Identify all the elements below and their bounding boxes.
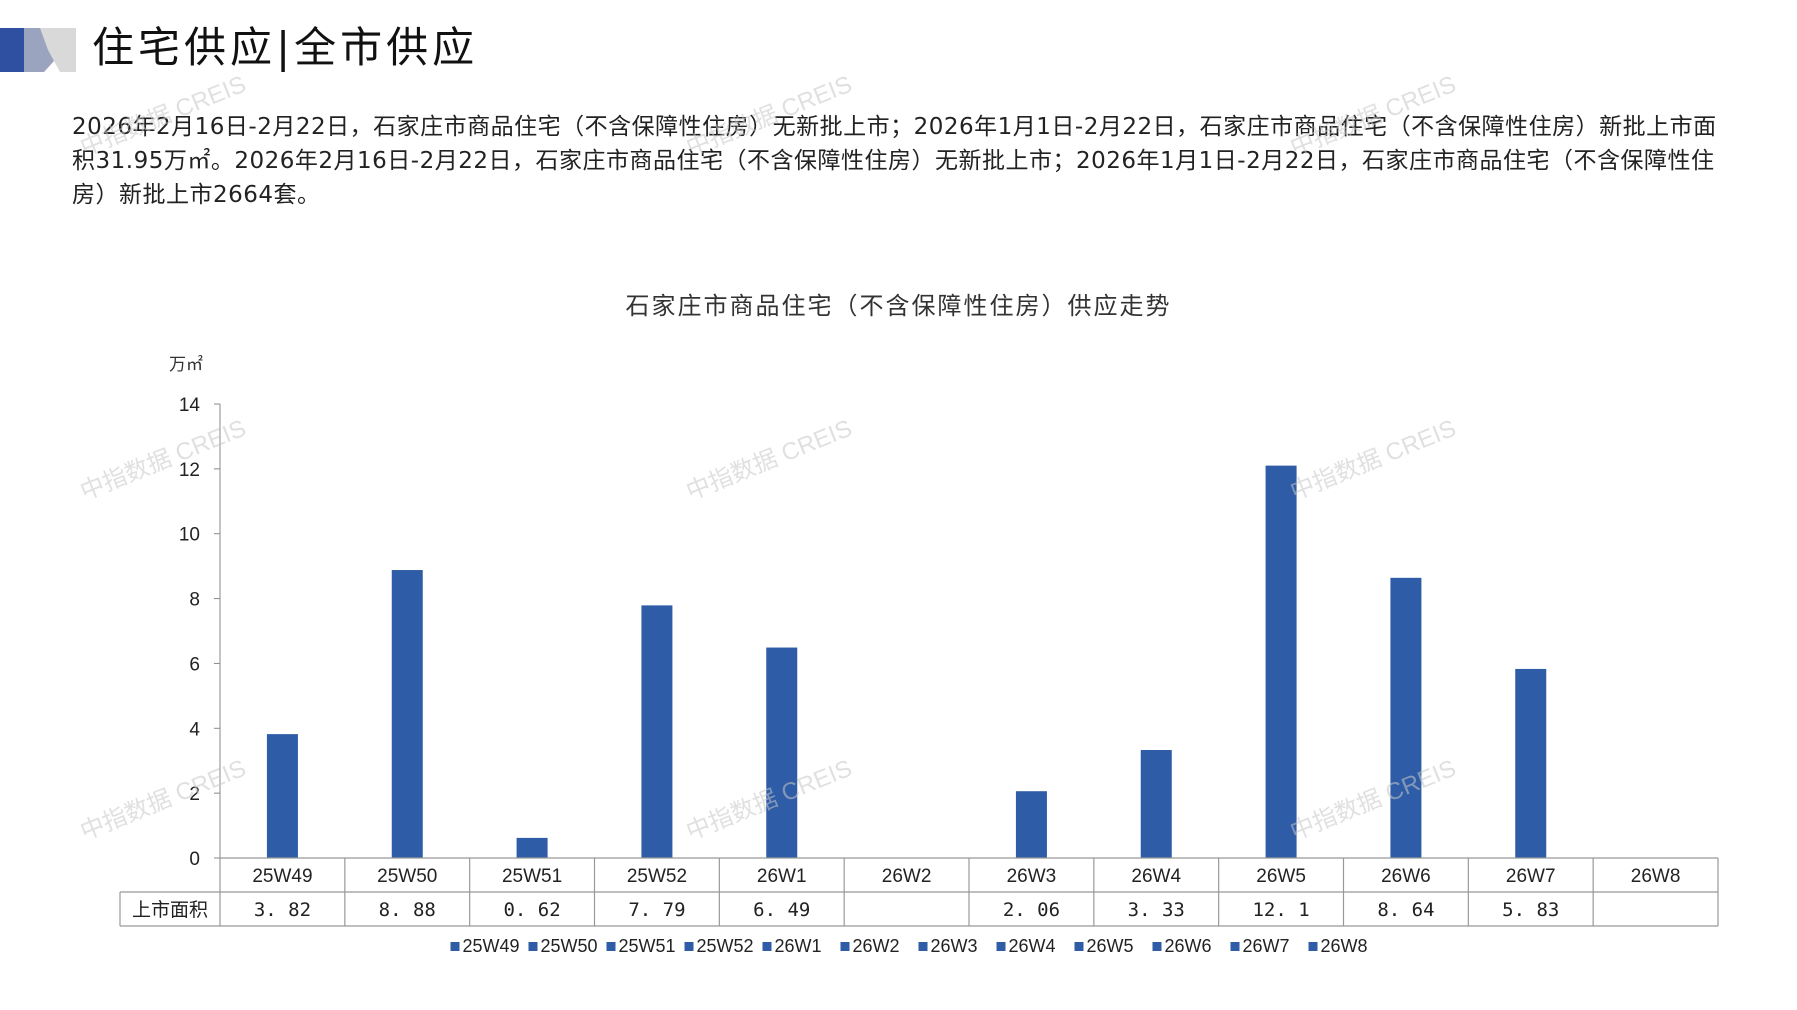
data-label-26W6: 8. 64 xyxy=(1377,899,1434,921)
bar-25W52 xyxy=(641,605,673,858)
chart-title: 石家庄市商品住宅（不含保障性住房）供应走势 xyxy=(625,292,1172,320)
legend-swatch xyxy=(762,942,772,951)
header-decoration-icon xyxy=(0,28,76,72)
legend-item-25W52: 25W52 xyxy=(697,936,754,956)
data-label-25W52: 7. 79 xyxy=(628,899,685,921)
legend-item-26W5: 26W5 xyxy=(1087,936,1134,956)
x-tick-label: 25W51 xyxy=(502,866,562,887)
header: 住宅供应|全市供应 xyxy=(0,0,1797,92)
supply-trend-chart: 万㎡ 0 2 4 6 8 10 12 14 25W49 25W50 25W51 25W52 26W1 26W… xyxy=(119,355,1719,956)
table-series-label: 上市面积 xyxy=(132,899,208,921)
y-tick-label: 0 xyxy=(189,849,200,870)
bar-26W3 xyxy=(1015,791,1047,858)
legend-item-25W50: 25W50 xyxy=(541,936,598,956)
legend-item-26W7: 26W7 xyxy=(1243,936,1290,956)
legend-swatch xyxy=(918,942,928,951)
y-tick-label: 8 xyxy=(189,590,200,611)
bar-25W51 xyxy=(516,837,548,858)
y-tick-label: 12 xyxy=(179,460,200,481)
legend-item-25W49: 25W49 xyxy=(463,936,520,956)
x-tick-label: 26W8 xyxy=(1631,866,1681,887)
x-tick-label: 26W1 xyxy=(757,866,807,887)
x-tick-label: 26W3 xyxy=(1007,866,1057,887)
data-label-25W49: 3. 82 xyxy=(254,899,311,921)
description-text: 2026年2月16日-2月22日，石家庄市商品住宅（不含保障性住房）无新批上市；… xyxy=(72,114,1717,208)
bar-25W50 xyxy=(391,570,423,858)
page-title: 住宅供应|全市供应 xyxy=(92,23,479,72)
x-tick-label: 25W52 xyxy=(627,866,687,887)
x-tick-label: 26W2 xyxy=(882,866,932,887)
data-label-25W51: 0. 62 xyxy=(503,899,560,921)
legend-swatch xyxy=(1074,942,1084,951)
legend-swatch xyxy=(996,942,1006,951)
bar-26W4 xyxy=(1140,750,1172,858)
legend-item-26W3: 26W3 xyxy=(931,936,978,956)
x-tick-label: 26W5 xyxy=(1256,866,1306,887)
bar-26W6 xyxy=(1390,577,1422,858)
legend-item-26W1: 26W1 xyxy=(775,936,822,956)
x-tick-label: 26W4 xyxy=(1131,866,1181,887)
data-label-26W4: 3. 33 xyxy=(1128,899,1185,921)
legend-swatch xyxy=(840,942,850,951)
y-tick-label: 10 xyxy=(179,525,200,546)
legend-item-25W51: 25W51 xyxy=(619,936,676,956)
legend-item-26W4: 26W4 xyxy=(1009,936,1056,956)
data-label-25W50: 8. 88 xyxy=(379,899,436,921)
y-tick-label: 2 xyxy=(189,784,200,805)
bar-26W1 xyxy=(766,647,798,858)
x-tick-label: 25W49 xyxy=(252,866,312,887)
bar-26W7 xyxy=(1515,668,1547,858)
legend-swatch xyxy=(1308,942,1318,951)
legend-item-26W8: 26W8 xyxy=(1321,936,1368,956)
legend-item-26W2: 26W2 xyxy=(853,936,900,956)
data-label-26W1: 6. 49 xyxy=(753,899,810,921)
legend-swatch xyxy=(684,942,694,951)
bar-25W49 xyxy=(266,734,298,858)
legend-swatch xyxy=(528,942,538,951)
x-tick-label: 26W7 xyxy=(1506,866,1556,887)
y-tick-label: 4 xyxy=(189,719,200,740)
y-tick-label: 14 xyxy=(179,395,201,416)
y-tick-label: 6 xyxy=(189,654,200,675)
bar-26W5 xyxy=(1265,465,1297,858)
legend-swatch xyxy=(1152,942,1162,951)
data-label-26W7: 5. 83 xyxy=(1502,899,1559,921)
legend-item-26W6: 26W6 xyxy=(1165,936,1212,956)
legend-swatch xyxy=(450,942,460,951)
y-axis-unit-label: 万㎡ xyxy=(169,355,203,375)
legend-swatch xyxy=(1230,942,1240,951)
x-tick-label: 25W50 xyxy=(377,866,437,887)
data-label-26W5: 12. 1 xyxy=(1252,899,1309,921)
legend-swatch xyxy=(606,942,616,951)
data-label-26W3: 2. 06 xyxy=(1003,899,1060,921)
x-tick-label: 26W6 xyxy=(1381,866,1431,887)
